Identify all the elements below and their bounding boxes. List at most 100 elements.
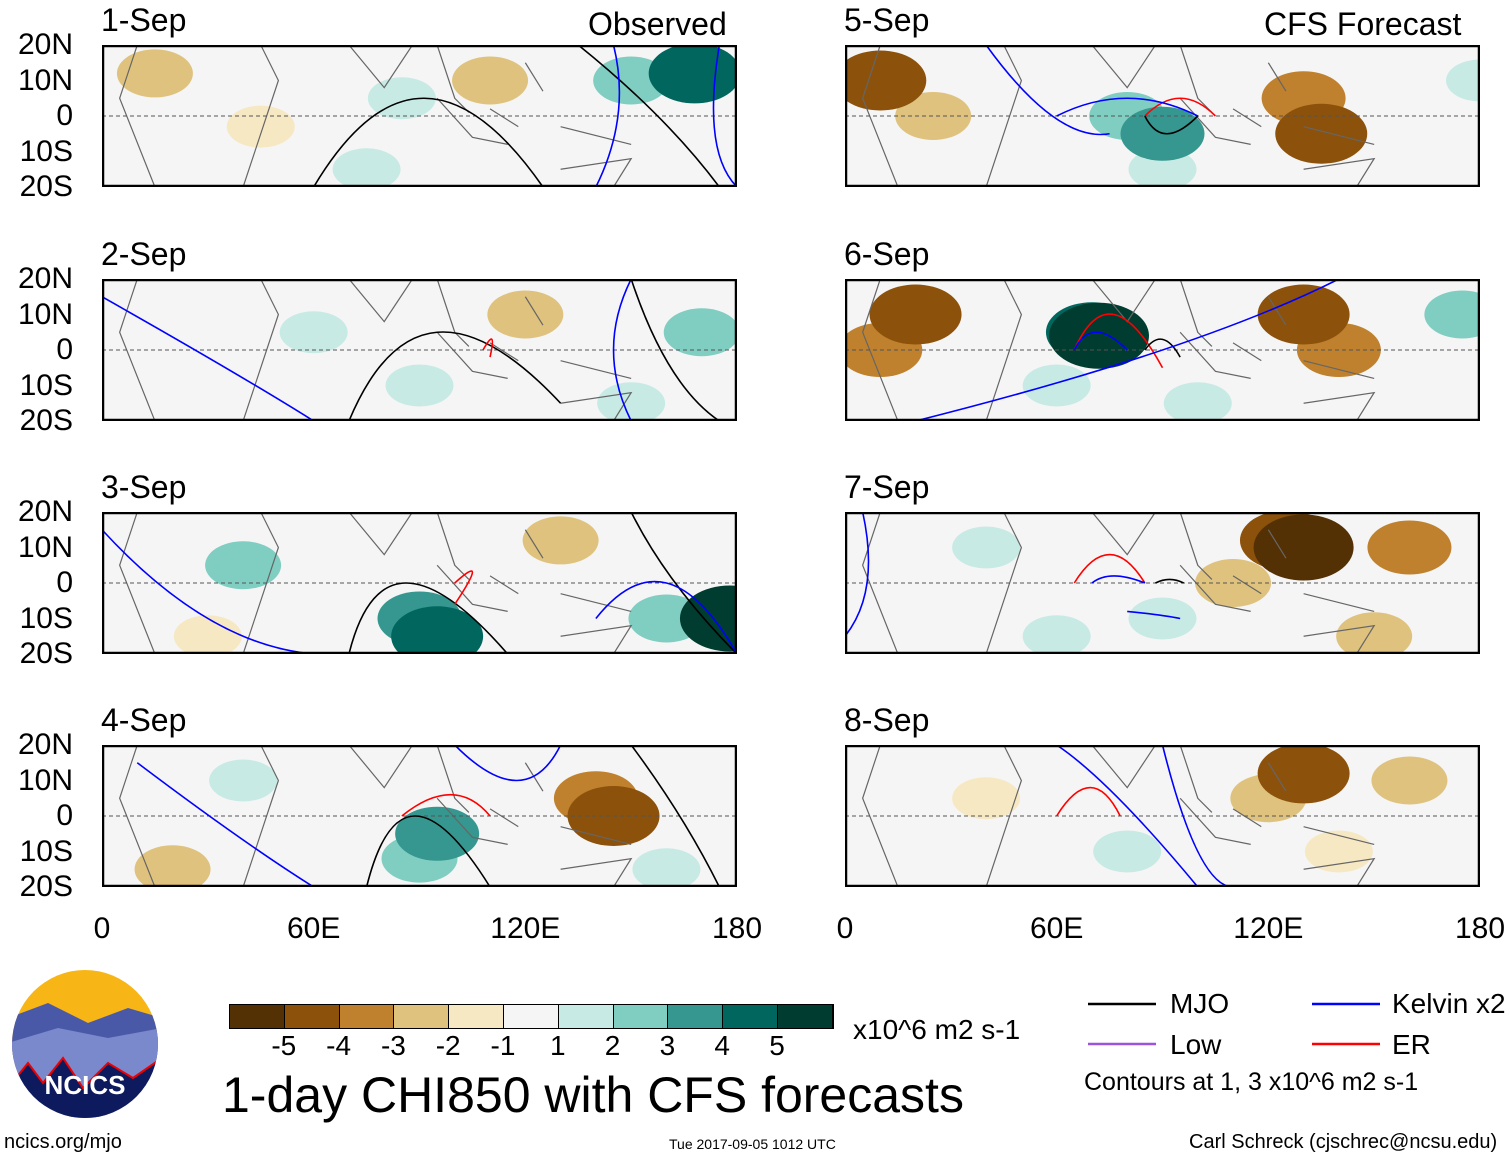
y-tick-label: 0 bbox=[56, 333, 73, 366]
footer-timestamp: Tue 2017-09-05 1012 UTC bbox=[669, 1136, 836, 1152]
map-panel-1-Sep bbox=[102, 45, 737, 187]
y-tick-label: 10N bbox=[17, 63, 73, 97]
anomaly-blob bbox=[173, 615, 242, 654]
kelvin-contour bbox=[1127, 610, 1181, 620]
anomaly-blob bbox=[1022, 615, 1091, 654]
map-panel-8-Sep bbox=[845, 745, 1480, 887]
y-tick-label: 10N bbox=[17, 530, 73, 564]
anomaly-blob bbox=[869, 284, 962, 345]
y-tick-label: 20S bbox=[19, 637, 73, 670]
anomaly-blob bbox=[522, 516, 599, 565]
y-tick-label: 20N bbox=[17, 495, 73, 528]
anomaly-blob bbox=[1163, 382, 1232, 421]
anomaly-blob bbox=[134, 845, 211, 887]
colorbar-swatch bbox=[394, 1005, 450, 1028]
colorbar-swatch bbox=[613, 1005, 669, 1028]
legend-low: Low bbox=[1170, 1029, 1222, 1060]
colorbar-swatch bbox=[777, 1005, 833, 1028]
anomaly-blob bbox=[209, 759, 278, 802]
anomaly-blob bbox=[952, 777, 1021, 820]
panel-frame bbox=[845, 279, 1480, 421]
colorbar bbox=[229, 1004, 834, 1029]
er-contour bbox=[1055, 787, 1121, 817]
er-contour bbox=[1073, 554, 1146, 584]
anomaly-blob bbox=[1446, 59, 1480, 102]
anomaly-blob bbox=[895, 92, 972, 140]
map-panel-3-Sep bbox=[102, 512, 737, 654]
anomaly-blob bbox=[385, 364, 454, 407]
legend-lines-left bbox=[1088, 1002, 1156, 1046]
er-contour bbox=[1073, 313, 1164, 369]
anomaly-blob bbox=[332, 148, 401, 187]
map-panel-2-Sep bbox=[102, 279, 737, 421]
legend-er: ER bbox=[1392, 1029, 1431, 1060]
mjo-contour bbox=[1144, 115, 1199, 135]
map-panel-4-Sep bbox=[102, 745, 737, 887]
anomaly-blob bbox=[1367, 520, 1452, 575]
x-tick-label: 0 bbox=[836, 912, 854, 945]
mjo-contour bbox=[1155, 578, 1185, 584]
x-tick-label: 60E bbox=[286, 912, 341, 945]
panel-date-label: 3-Sep bbox=[101, 469, 187, 505]
panel-date-label: 1-Sep bbox=[101, 2, 187, 38]
panel-frame bbox=[845, 745, 1480, 887]
anomaly-blob bbox=[452, 56, 529, 105]
y-tick-label: 0 bbox=[56, 566, 73, 599]
anomaly-blob bbox=[391, 606, 484, 654]
panel-frame bbox=[845, 512, 1480, 654]
observed-header: Observed bbox=[588, 6, 727, 42]
colorbar-swatch bbox=[558, 1005, 614, 1028]
kelvin-contour bbox=[612, 279, 632, 421]
y-tick-label: 10N bbox=[17, 763, 73, 797]
kelvin-contour bbox=[1073, 331, 1128, 351]
panel-frame bbox=[102, 512, 737, 654]
figure-title: 1-day CHI850 with CFS forecasts bbox=[222, 1067, 964, 1123]
panel-date-label: 8-Sep bbox=[844, 702, 930, 738]
coastline bbox=[862, 512, 1376, 654]
anomaly-blob bbox=[1371, 756, 1448, 805]
anomaly-blob bbox=[205, 541, 282, 590]
anomaly-blob bbox=[1424, 290, 1480, 339]
panel-date-label: 7-Sep bbox=[844, 469, 930, 505]
anomaly-blob bbox=[1275, 103, 1368, 164]
anomaly-blob bbox=[1257, 284, 1350, 345]
colorbar-label: -2 bbox=[435, 1030, 461, 1061]
er-contour bbox=[482, 338, 494, 358]
mjo-contour bbox=[312, 97, 544, 187]
kelvin-contour bbox=[1056, 97, 1199, 117]
anomaly-blob bbox=[395, 806, 480, 861]
ncics-logo: NCICS bbox=[12, 970, 158, 1118]
panel-date-label: 5-Sep bbox=[844, 2, 930, 38]
panel-date-label: 2-Sep bbox=[101, 236, 187, 272]
y-tick-label: 10S bbox=[19, 134, 73, 168]
colorbar-swatch bbox=[503, 1005, 559, 1028]
colorbar-swatch bbox=[230, 1005, 285, 1028]
er-contour bbox=[401, 794, 491, 817]
kelvin-contour bbox=[454, 745, 562, 782]
panel-frame bbox=[102, 279, 737, 421]
coastline bbox=[862, 745, 1376, 887]
y-tick-label: 10S bbox=[19, 601, 73, 635]
colorbar-units: x10^6 m2 s-1 bbox=[853, 1014, 1021, 1045]
colorbar-label: -5 bbox=[271, 1030, 297, 1061]
anomaly-blob bbox=[1253, 514, 1354, 581]
kelvin-contour bbox=[915, 279, 1340, 421]
legend-kelvin: Kelvin x2 bbox=[1392, 988, 1506, 1019]
anomaly-blob bbox=[632, 848, 701, 887]
anomaly-blob bbox=[116, 49, 193, 98]
kelvin-contour bbox=[985, 45, 1110, 136]
anomaly-blob bbox=[226, 105, 295, 148]
x-tick-label: 60E bbox=[1029, 912, 1084, 945]
kelvin-contour bbox=[136, 762, 315, 887]
colorbar-label: 5 bbox=[769, 1030, 785, 1061]
er-contour bbox=[1144, 97, 1216, 117]
colorbar-label: 4 bbox=[714, 1030, 730, 1061]
map-panel-6-Sep bbox=[845, 279, 1480, 421]
colorbar-label: -4 bbox=[326, 1030, 352, 1061]
y-tick-label: 20N bbox=[17, 262, 73, 295]
coastline bbox=[119, 512, 633, 654]
kelvin-contour bbox=[102, 296, 315, 421]
y-tick-label: 20S bbox=[19, 870, 73, 903]
colorbar-swatch bbox=[449, 1005, 504, 1028]
